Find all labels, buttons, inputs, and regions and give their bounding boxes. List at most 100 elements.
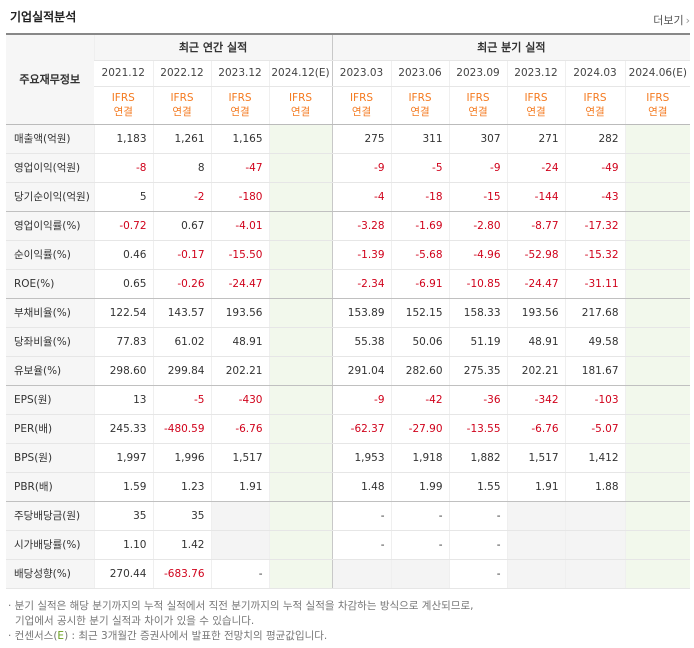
table-cell — [624, 124, 691, 154]
table-cell: 143.57 — [152, 298, 211, 328]
table-cell: 181.67 — [564, 356, 626, 386]
table-row: BPS(원) 1,997 1,996 1,517 1,953 1,918 1,882 1,51… — [6, 443, 691, 473]
period-header: 2023.12 — [506, 60, 566, 87]
accounting-standard: IFRS 연결 — [268, 86, 333, 125]
row-label: 부채비율(%) — [6, 298, 94, 328]
table-row: PER(배) 245.33 -480.59 -6.76 -62.37 -27.90 -13.… — [6, 414, 691, 444]
table-cell: -4.96 — [448, 240, 508, 270]
standard-label: IFRS — [583, 92, 607, 104]
more-link[interactable]: 더보기 › — [653, 12, 690, 28]
table-cell — [506, 559, 566, 589]
table-cell: 270.44 — [93, 559, 153, 589]
table-cell: -52.98 — [506, 240, 566, 270]
table-cell — [624, 385, 691, 415]
table-cell — [268, 327, 333, 357]
row-label: 배당성향(%) — [6, 559, 94, 589]
table-cell: 5 — [93, 182, 153, 212]
table-cell — [268, 385, 333, 415]
table-cell: -17.32 — [564, 211, 626, 241]
table-row: 유보율(%) 298.60 299.84 202.21 291.04 282.60 275.… — [6, 356, 691, 386]
standard-label: IFRS — [646, 92, 670, 104]
table-cell — [624, 559, 691, 589]
standard-label: IFRS — [524, 92, 548, 104]
table-cell: -9 — [331, 385, 392, 415]
accounting-standard: IFRS 연결 — [624, 86, 691, 125]
table-cell: - — [448, 559, 508, 589]
table-cell — [268, 472, 333, 502]
section-title: 기업실적분석 — [10, 10, 77, 24]
table-cell: -144 — [506, 182, 566, 212]
table-cell: -8 — [93, 153, 153, 183]
table-cell: 1.91 — [506, 472, 566, 502]
table-cell: -6.91 — [390, 269, 450, 299]
accounting-standard: IFRS 연결 — [506, 86, 566, 125]
table-cell — [390, 559, 450, 589]
table-cell: -5.07 — [564, 414, 626, 444]
table-cell — [268, 414, 333, 444]
table-cell — [624, 153, 691, 183]
table-cell: -5.68 — [390, 240, 450, 270]
table-cell: - — [331, 501, 392, 531]
table-cell: 48.91 — [506, 327, 566, 357]
standard-label: IFRS — [466, 92, 490, 104]
row-label: 유보율(%) — [6, 356, 94, 386]
table-cell: -31.11 — [564, 269, 626, 299]
table-cell: -24.47 — [506, 269, 566, 299]
table-cell — [268, 530, 333, 560]
standard-label: IFRS — [111, 92, 135, 104]
footnote-quarterly-cont: 기업에서 공시한 분기 실적과 차이가 있을 수 있습니다. — [15, 615, 255, 627]
table-cell: -1.69 — [390, 211, 450, 241]
table-cell — [506, 530, 566, 560]
table-cell: 298.60 — [93, 356, 153, 386]
table-cell: 299.84 — [152, 356, 211, 386]
table-cell: 1,517 — [210, 443, 269, 473]
row-label: 영업이익(억원) — [6, 153, 94, 183]
table-cell: -2.80 — [448, 211, 508, 241]
table-cell: 193.56 — [506, 298, 566, 328]
table-row: 순이익률(%) 0.46 -0.17 -15.50 -1.39 -5.68 -4.96 -52… — [6, 240, 691, 270]
table-cell: -18 — [390, 182, 450, 212]
table-cell — [268, 124, 333, 154]
table-cell: 1.88 — [564, 472, 626, 502]
footnotes: · 분기 실적은 해당 분기까지의 누적 실적에서 직전 분기까지의 누적 실적… — [8, 599, 688, 644]
consolidation-label: 연결 — [410, 106, 430, 118]
table-cell: 0.67 — [152, 211, 211, 241]
row-label: EPS(원) — [6, 385, 94, 415]
table-cell: -42 — [390, 385, 450, 415]
accounting-standard: IFRS 연결 — [210, 86, 269, 125]
chevron-right-icon: › — [685, 14, 690, 27]
table-cell: 202.21 — [210, 356, 269, 386]
consolidation-label: 연결 — [526, 106, 546, 118]
table-row: 당좌비율(%) 77.83 61.02 48.91 55.38 50.06 51.19 48.… — [6, 327, 691, 357]
row-label: 순이익률(%) — [6, 240, 94, 270]
table-cell: 1,882 — [448, 443, 508, 473]
table-cell: 1,412 — [564, 443, 626, 473]
standard-label: IFRS — [408, 92, 432, 104]
table-row: EPS(원) 13 -5 -430 -9 -42 -36 -342 -103 — [6, 385, 691, 415]
table-cell — [624, 414, 691, 444]
consolidation-label: 연결 — [113, 106, 133, 118]
table-cell: -24 — [506, 153, 566, 183]
table-cell — [624, 472, 691, 502]
table-cell — [506, 501, 566, 531]
stub-header: 주요재무정보 — [6, 33, 94, 125]
table-cell: 0.65 — [93, 269, 153, 299]
table-cell: 1.23 — [152, 472, 211, 502]
table-cell: 193.56 — [210, 298, 269, 328]
table-row: 영업이익률(%) -0.72 0.67 -4.01 -3.28 -1.69 -2.80 -8.… — [6, 211, 691, 241]
table-cell: 51.19 — [448, 327, 508, 357]
table-cell — [268, 356, 333, 386]
table-cell: 152.15 — [390, 298, 450, 328]
table-cell: -480.59 — [152, 414, 211, 444]
table-cell: 158.33 — [448, 298, 508, 328]
table-cell: 49.58 — [564, 327, 626, 357]
standard-label: IFRS — [288, 92, 313, 104]
table-cell: 1,165 — [210, 124, 269, 154]
table-cell: 217.68 — [564, 298, 626, 328]
table-cell — [624, 240, 691, 270]
table-cell: -9 — [448, 153, 508, 183]
table-cell: -6.76 — [506, 414, 566, 444]
table-cell: - — [331, 530, 392, 560]
accounting-standard: IFRS 연결 — [564, 86, 626, 125]
row-label: 매출액(억원) — [6, 124, 94, 154]
